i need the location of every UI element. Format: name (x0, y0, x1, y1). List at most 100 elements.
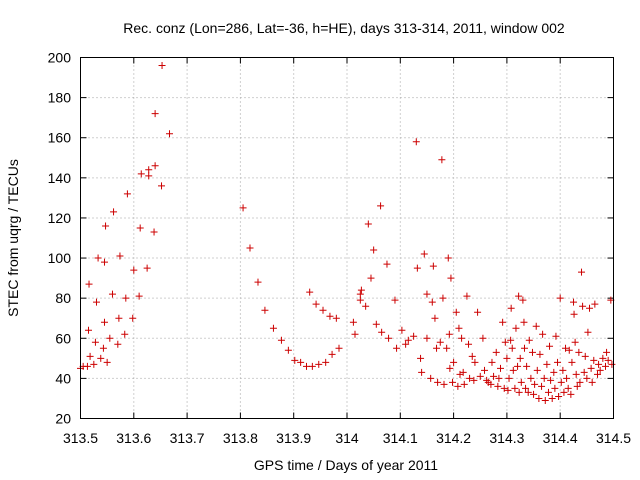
data-point (505, 374, 513, 382)
data-point (552, 332, 560, 340)
data-point (559, 366, 567, 374)
x-tick-label: 314.5 (596, 430, 631, 446)
data-point (269, 324, 277, 332)
data-point (487, 380, 495, 388)
data-point (575, 348, 583, 356)
data-point (594, 370, 602, 378)
data-point (302, 362, 310, 370)
grid (80, 57, 614, 419)
data-point (512, 324, 520, 332)
data-point (393, 344, 401, 352)
data-point (83, 362, 91, 370)
data-point (151, 162, 159, 170)
data-point (436, 338, 444, 346)
data-point (570, 310, 578, 318)
data-point (351, 330, 359, 338)
data-points (77, 62, 616, 404)
data-point (546, 342, 554, 350)
data-point (459, 368, 467, 376)
data-point (586, 304, 594, 312)
data-point (495, 374, 503, 382)
data-point (402, 340, 410, 348)
data-point (423, 290, 431, 298)
data-point (533, 366, 541, 374)
x-axis: 313.5 313.6 313.7 313.8 313.9 314 314.1 314.2 31… (63, 57, 631, 446)
data-point (446, 364, 454, 372)
data-point (97, 354, 105, 362)
data-point (420, 250, 428, 258)
data-point (377, 202, 385, 210)
data-point (567, 390, 575, 398)
data-point (560, 388, 568, 396)
data-point (458, 334, 466, 342)
data-point (312, 300, 320, 308)
data-point (572, 370, 580, 378)
data-point (460, 380, 468, 388)
data-point (100, 318, 108, 326)
data-point (440, 380, 448, 388)
data-point (547, 376, 555, 384)
data-point (580, 368, 588, 376)
data-point (508, 344, 516, 352)
data-point (106, 334, 114, 342)
data-point (531, 380, 539, 388)
data-point (455, 324, 463, 332)
data-point (499, 318, 507, 326)
data-point (524, 388, 532, 396)
data-point (367, 274, 375, 282)
data-point (515, 388, 523, 396)
data-point (423, 334, 431, 342)
data-point (511, 384, 519, 392)
data-point (91, 338, 99, 346)
data-point (474, 308, 482, 316)
data-point (443, 344, 451, 352)
data-point (554, 358, 562, 366)
data-point (123, 190, 131, 198)
data-point (530, 390, 538, 398)
data-point (297, 358, 305, 366)
data-point (291, 356, 299, 364)
data-point (364, 220, 372, 228)
data-point (568, 358, 576, 366)
y-tick-label: 60 (55, 330, 71, 346)
data-point (122, 294, 130, 302)
data-point (590, 356, 598, 364)
data-point (550, 368, 558, 376)
data-point (516, 354, 524, 362)
data-point (481, 366, 489, 374)
data-point (349, 318, 357, 326)
data-point (544, 388, 552, 396)
data-point (129, 314, 137, 322)
data-point (428, 298, 436, 306)
data-point (114, 340, 122, 348)
x-tick-label: 314.1 (383, 430, 418, 446)
data-point (578, 268, 586, 276)
data-point (166, 130, 174, 138)
data-point (541, 396, 549, 404)
data-point (540, 374, 548, 382)
data-point (308, 362, 316, 370)
data-point (587, 364, 595, 372)
data-point (497, 364, 505, 372)
chart-title: Rec. conz (Lon=286, Lat=-36, h=HE), days… (123, 20, 565, 36)
data-point (372, 320, 380, 328)
data-point (444, 254, 452, 262)
x-tick-label: 313.5 (63, 430, 98, 446)
data-point (500, 384, 508, 392)
y-tick-label: 120 (48, 210, 72, 226)
y-tick-label: 160 (48, 130, 72, 146)
data-point (471, 358, 479, 366)
data-point (94, 254, 102, 262)
data-point (573, 382, 581, 390)
data-point (449, 378, 457, 386)
data-point (362, 302, 370, 310)
data-point (370, 246, 378, 254)
data-point (86, 352, 94, 360)
data-point (488, 358, 496, 366)
data-point (490, 372, 498, 380)
data-point (427, 374, 435, 382)
data-point (356, 296, 364, 304)
data-point (391, 296, 399, 304)
data-point (581, 352, 589, 360)
